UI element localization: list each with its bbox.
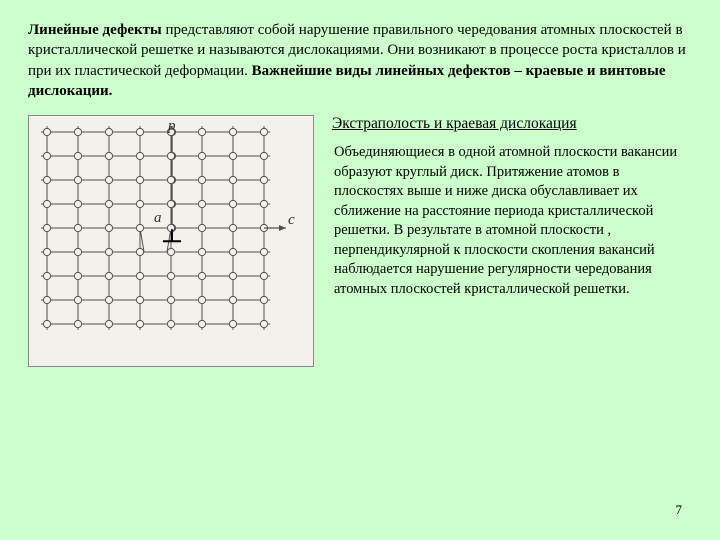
dislocation-figure: p a c xyxy=(28,115,314,367)
subtitle: Экстраполость и краевая дислокация xyxy=(328,115,692,133)
right-column: Экстраполость и краевая дислокация Объед… xyxy=(328,115,692,367)
lattice-svg: p a c xyxy=(29,116,313,366)
slide: Линейные дефекты представляют собой нару… xyxy=(0,0,720,540)
page-number: 7 xyxy=(676,502,683,518)
lower-row: p a c Экстраполость и краевая дислокация О… xyxy=(28,115,692,367)
svg-text:p: p xyxy=(167,118,176,134)
intro-paragraph: Линейные дефекты представляют собой нару… xyxy=(28,20,692,101)
svg-text:c: c xyxy=(288,212,295,228)
body-paragraph: Объединяющиеся в одной атомной плоскости… xyxy=(328,143,692,300)
svg-text:a: a xyxy=(154,210,162,226)
